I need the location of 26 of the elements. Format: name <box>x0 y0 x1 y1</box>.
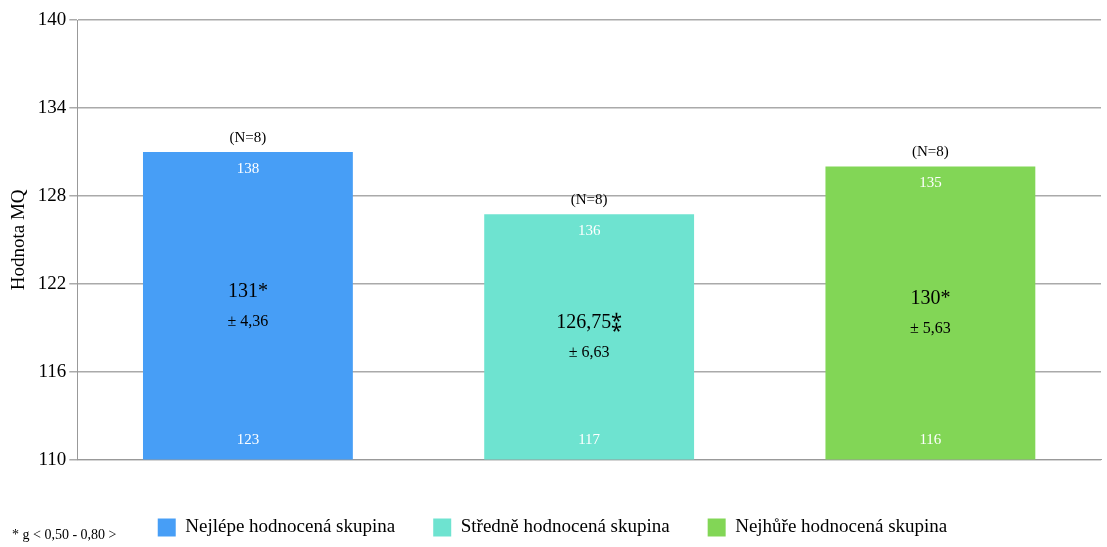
y-tick-label: 122 <box>37 271 67 293</box>
annotation: 136 <box>577 222 601 239</box>
y-tick-label: 134 <box>37 95 67 117</box>
annotation: ± 5,63 <box>909 319 951 337</box>
y-tick-label: 128 <box>37 183 67 205</box>
annotation: 123 <box>236 430 260 447</box>
data-label: 126,75⁑ <box>556 310 623 333</box>
data-label: 130* <box>910 286 951 309</box>
annotation: (N=8) <box>229 128 267 146</box>
y-axis-title: Hodnota MQ <box>7 189 29 291</box>
annotation: 117 <box>578 430 601 447</box>
data-label: 131* <box>227 278 268 301</box>
annotation: (N=8) <box>570 191 608 209</box>
annotation: 135 <box>919 174 942 191</box>
legend-label: Nejlépe hodnocená skupina <box>185 515 396 537</box>
annotation: 138 <box>236 159 260 176</box>
text: * g < 0,50 - 0,80 > <box>12 526 117 542</box>
annotation: ± 6,63 <box>568 343 610 361</box>
y-tick-label: 140 <box>37 7 67 29</box>
y-tick-label: 116 <box>38 359 67 381</box>
legend-label: Středně hodnocená skupina <box>460 515 671 537</box>
annotation: 116 <box>919 430 942 447</box>
annotation: (N=8) <box>911 143 949 161</box>
y-tick-label: 110 <box>38 447 67 469</box>
annotation: ± 4,36 <box>227 311 269 329</box>
legend-label: Nejhůře hodnocená skupina <box>735 515 948 537</box>
